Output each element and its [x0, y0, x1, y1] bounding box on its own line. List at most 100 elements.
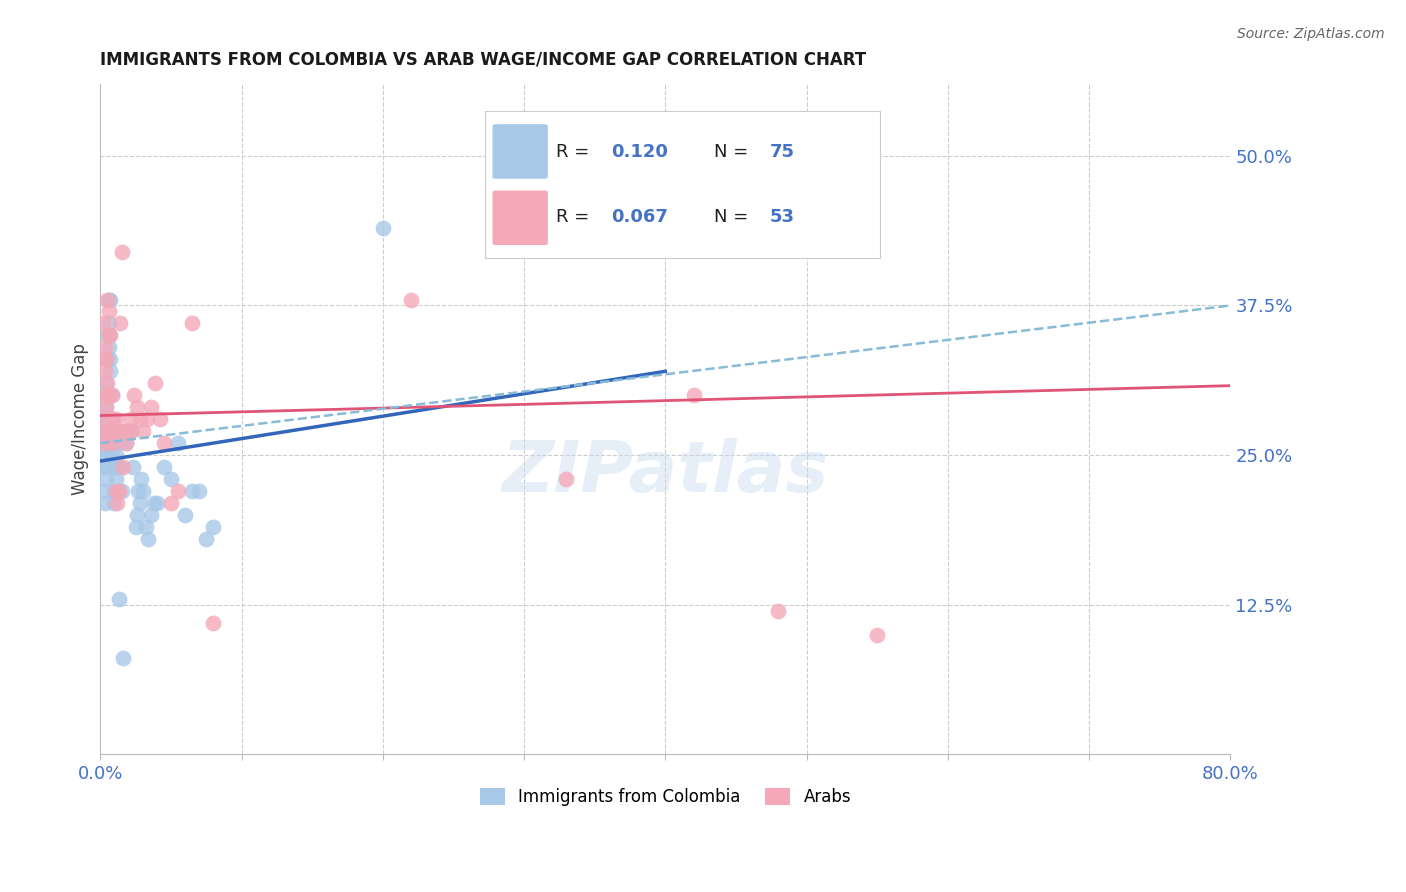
Point — [93, 496, 115, 510]
Point — [93, 352, 115, 367]
Point — [96, 293, 118, 307]
Point — [149, 412, 172, 426]
Point — [98, 412, 121, 426]
Point — [98, 424, 121, 438]
Point — [94, 376, 117, 391]
Point — [107, 436, 129, 450]
Point — [97, 388, 120, 402]
Point — [124, 520, 146, 534]
Point — [96, 328, 118, 343]
Point — [105, 496, 128, 510]
Point — [104, 472, 127, 486]
Point — [167, 436, 190, 450]
Point — [96, 352, 118, 367]
Point — [125, 401, 148, 415]
Text: ZIPatlas: ZIPatlas — [502, 438, 830, 508]
Point — [111, 651, 134, 665]
Point — [118, 424, 141, 438]
Point — [122, 388, 145, 402]
Point — [93, 448, 115, 462]
Point — [98, 364, 121, 378]
Point — [96, 412, 118, 426]
Point — [96, 424, 118, 438]
Point — [108, 317, 131, 331]
Point — [91, 317, 114, 331]
Y-axis label: Wage/Income Gap: Wage/Income Gap — [72, 343, 89, 495]
Point — [94, 472, 117, 486]
Point — [195, 532, 218, 546]
Point — [112, 424, 135, 438]
Text: Source: ZipAtlas.com: Source: ZipAtlas.com — [1237, 27, 1385, 41]
Point — [120, 412, 142, 426]
Point — [107, 483, 129, 498]
Point — [96, 388, 118, 402]
Point — [188, 483, 211, 498]
Point — [111, 460, 134, 475]
Point — [121, 460, 143, 475]
Point — [127, 483, 149, 498]
Point — [115, 424, 138, 438]
Point — [91, 424, 114, 438]
Point — [104, 448, 127, 462]
Point — [103, 424, 125, 438]
Point — [94, 448, 117, 462]
Point — [181, 317, 204, 331]
Point — [146, 496, 169, 510]
Text: IMMIGRANTS FROM COLOMBIA VS ARAB WAGE/INCOME GAP CORRELATION CHART: IMMIGRANTS FROM COLOMBIA VS ARAB WAGE/IN… — [100, 51, 866, 69]
Point — [114, 436, 136, 450]
Point — [94, 401, 117, 415]
Point — [98, 352, 121, 367]
Point — [93, 412, 115, 426]
Point — [104, 412, 127, 426]
Point — [125, 508, 148, 522]
Point — [555, 196, 578, 211]
Point — [107, 591, 129, 606]
Point — [100, 424, 122, 438]
Point — [136, 412, 159, 426]
Point — [866, 627, 889, 641]
Point — [105, 483, 128, 498]
Point — [132, 483, 155, 498]
Point — [141, 401, 163, 415]
Point — [93, 436, 115, 450]
Point — [132, 424, 155, 438]
Point — [97, 340, 120, 354]
Point — [96, 388, 118, 402]
Point — [103, 483, 125, 498]
Point — [399, 293, 422, 307]
Point — [160, 472, 183, 486]
Point — [93, 364, 115, 378]
Point — [181, 483, 204, 498]
Point — [112, 424, 135, 438]
Point — [167, 483, 190, 498]
Point — [94, 412, 117, 426]
Point — [97, 317, 120, 331]
Point — [101, 436, 124, 450]
Legend: Immigrants from Colombia, Arabs: Immigrants from Colombia, Arabs — [472, 781, 858, 813]
Point — [94, 401, 117, 415]
Point — [93, 436, 115, 450]
Point — [131, 472, 153, 486]
Point — [103, 496, 125, 510]
Point — [97, 293, 120, 307]
Point — [101, 424, 124, 438]
Point — [94, 352, 117, 367]
Point — [94, 460, 117, 475]
Point — [105, 460, 128, 475]
Point — [145, 376, 167, 391]
Point — [120, 424, 142, 438]
Point — [94, 436, 117, 450]
Point — [100, 412, 122, 426]
Point — [94, 424, 117, 438]
Point — [96, 376, 118, 391]
Point — [143, 496, 166, 510]
Point — [97, 328, 120, 343]
Point — [93, 424, 115, 438]
Point — [141, 508, 163, 522]
Point — [94, 388, 117, 402]
Point — [115, 424, 138, 438]
Point — [138, 532, 160, 546]
Point — [555, 472, 578, 486]
Point — [682, 388, 704, 402]
Point — [97, 304, 120, 318]
